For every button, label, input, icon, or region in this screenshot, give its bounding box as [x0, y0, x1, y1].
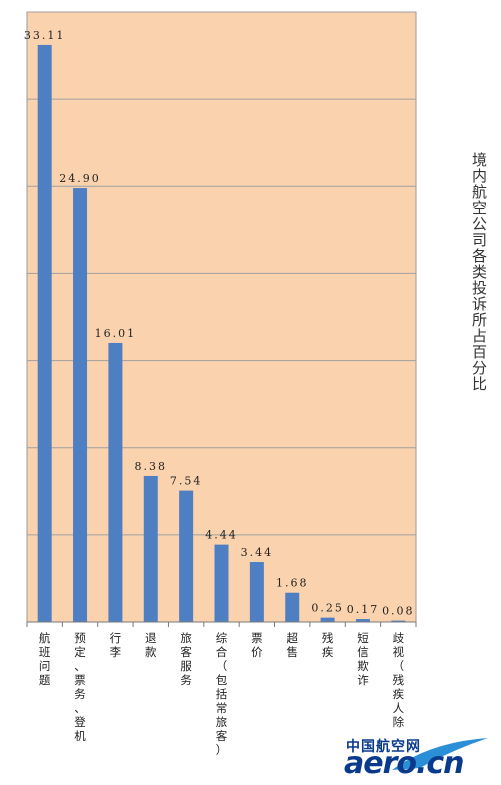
category-label: 预定、票务、登机: [74, 631, 86, 743]
category-label: 旅客服务: [180, 631, 192, 687]
bar: [320, 617, 335, 622]
logo-swoosh-icon: [392, 738, 488, 770]
category-label: 航班问题: [39, 631, 51, 687]
bar: [391, 620, 406, 622]
data-label: 16.01: [95, 327, 137, 340]
category-label: 票价: [251, 631, 263, 659]
data-label: 0.17: [347, 603, 380, 616]
bar: [179, 490, 194, 622]
bar: [285, 592, 300, 622]
data-label: 3.44: [241, 546, 274, 559]
category-label: 歧视（残疾人除: [393, 631, 405, 729]
category-label: 综合（包括常旅客）: [216, 631, 228, 757]
bar: [214, 544, 229, 622]
logo-cn-text: 中国航空网: [346, 739, 421, 755]
bar: [355, 619, 370, 622]
bar: [143, 475, 158, 622]
logo-en-text: aero.cn: [344, 746, 465, 781]
aero-cn-logo: 中国航空网 aero.cn: [338, 734, 498, 782]
category-label: 短信欺诈: [357, 631, 369, 687]
category-label: 退款: [145, 631, 157, 659]
bar: [108, 342, 123, 622]
bar: [249, 562, 264, 622]
data-label: 24.90: [59, 172, 101, 185]
bar: [73, 188, 88, 622]
data-label: 7.54: [170, 475, 203, 488]
category-label: 残疾: [322, 631, 334, 659]
chart-title: 境内航空公司各类投诉所占百分比: [470, 152, 488, 392]
data-label: 0.08: [382, 605, 415, 618]
data-label: 0.25: [311, 602, 344, 615]
category-label: 行李: [110, 631, 122, 659]
category-label: 超售: [286, 631, 298, 659]
data-label: 4.44: [205, 529, 238, 542]
plot-area: [26, 11, 417, 623]
data-label: 33.11: [24, 29, 66, 42]
data-label: 1.68: [276, 577, 309, 590]
data-label: 8.38: [135, 460, 168, 473]
bar: [37, 44, 52, 622]
